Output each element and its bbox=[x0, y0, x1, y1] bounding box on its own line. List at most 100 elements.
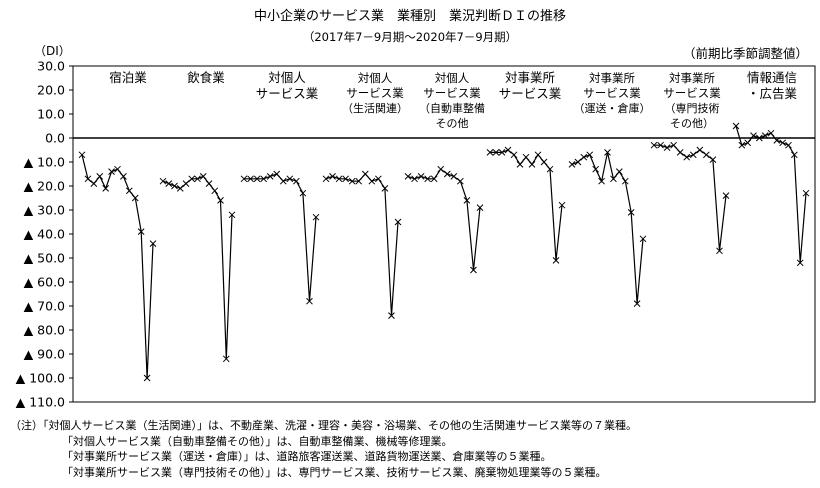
data-point-marker bbox=[703, 151, 710, 159]
series-label: （運送・倉庫） bbox=[574, 101, 651, 115]
data-point-marker bbox=[761, 132, 769, 139]
footnote-line-2: 「対個人サービス業（自動車整備その他）」は、自動車整備業、機械等修理業。 bbox=[62, 434, 453, 448]
footnote-line-1: （注）「対個人サービス業（生活関連）」は、不動産業、洗濯・理容・美容・浴場業、そ… bbox=[10, 418, 637, 434]
data-point-marker bbox=[598, 177, 605, 185]
data-point-marker bbox=[476, 204, 484, 211]
data-point-marker bbox=[125, 187, 133, 195]
data-point-marker bbox=[273, 170, 281, 178]
data-point-marker bbox=[240, 175, 248, 183]
data-point-marker bbox=[375, 175, 382, 183]
series-line bbox=[325, 173, 399, 316]
data-point-marker bbox=[639, 235, 647, 243]
data-point-marker bbox=[552, 257, 560, 264]
y-tick-label: ▲ 10.0 bbox=[24, 155, 65, 170]
data-point-marker bbox=[516, 161, 524, 168]
data-point-marker bbox=[78, 151, 86, 159]
data-point-marker bbox=[279, 177, 287, 185]
data-point-marker bbox=[470, 266, 477, 274]
series-label: サービス業 bbox=[423, 86, 481, 100]
data-point-marker bbox=[437, 165, 445, 173]
data-point-marker bbox=[217, 197, 224, 204]
data-point-marker bbox=[463, 197, 471, 204]
data-point-marker bbox=[546, 165, 554, 173]
data-point-marker bbox=[137, 228, 145, 235]
y-tick-label: 20.0 bbox=[37, 83, 65, 98]
data-point-marker bbox=[368, 177, 376, 185]
data-point-marker bbox=[738, 141, 746, 149]
data-point-marker bbox=[457, 177, 464, 185]
y-tick-label: ▲ 40.0 bbox=[24, 227, 65, 242]
data-point-marker bbox=[176, 185, 184, 192]
y-tick-label: ▲ 100.0 bbox=[16, 371, 65, 386]
seasonal-adjustment-note: （前期比季節調整値） bbox=[682, 46, 808, 61]
footnote-line-4: 「対事業所サービス業（専門技術その他）」は、専門サービス業、技術サービス業、廃棄… bbox=[62, 465, 607, 479]
data-point-marker bbox=[574, 158, 582, 166]
data-point-marker bbox=[732, 122, 740, 130]
data-point-marker bbox=[604, 149, 611, 156]
data-point-marker bbox=[361, 170, 369, 178]
data-point-marker bbox=[171, 182, 178, 190]
data-point-marker bbox=[492, 149, 500, 156]
data-point-marker bbox=[388, 312, 395, 319]
data-point-marker bbox=[143, 374, 151, 382]
data-point-marker bbox=[348, 177, 356, 185]
data-point-marker bbox=[205, 180, 213, 187]
data-point-marker bbox=[580, 153, 588, 161]
data-point-marker bbox=[417, 173, 425, 180]
data-point-marker bbox=[260, 175, 267, 183]
series-label: サービス業 bbox=[663, 86, 721, 100]
data-point-marker bbox=[486, 149, 494, 156]
data-point-marker bbox=[286, 175, 294, 183]
data-point-marker bbox=[335, 175, 343, 183]
series-label: （専門技術 bbox=[665, 102, 720, 115]
data-point-marker bbox=[633, 300, 641, 307]
data-point-marker bbox=[504, 146, 512, 154]
series-line bbox=[407, 168, 481, 271]
data-point-marker bbox=[610, 175, 617, 183]
data-point-marker bbox=[522, 153, 530, 161]
data-point-marker bbox=[299, 189, 307, 197]
data-point-marker bbox=[430, 175, 438, 183]
data-point-marker bbox=[120, 173, 127, 180]
data-point-marker bbox=[312, 213, 320, 221]
data-point-marker bbox=[293, 177, 300, 185]
data-point-marker bbox=[650, 141, 658, 149]
series-label: サービス業 bbox=[346, 86, 404, 100]
series-label: ・広告業 bbox=[747, 86, 798, 101]
y-axis-unit-label: （DI） bbox=[34, 44, 71, 58]
data-point-marker bbox=[114, 165, 121, 173]
data-point-marker bbox=[90, 180, 98, 187]
series-line bbox=[735, 125, 807, 263]
y-tick-label: 10.0 bbox=[37, 107, 65, 122]
footnote-prefix: （注） bbox=[10, 419, 43, 432]
data-point-marker bbox=[773, 137, 781, 144]
data-point-marker bbox=[689, 151, 697, 159]
series-label: サービス業 bbox=[499, 86, 562, 101]
data-point-marker bbox=[663, 144, 671, 151]
data-point-marker bbox=[621, 177, 629, 185]
data-point-marker bbox=[404, 173, 412, 180]
data-point-marker bbox=[785, 141, 792, 149]
data-point-marker bbox=[322, 175, 330, 183]
di-line-chart: 30.0 20.0 10.0 0.0 ▲ 10.0 ▲ 20.0 ▲ 30.0 ▲ 40.0 ▲… bbox=[16, 59, 816, 410]
data-point-marker bbox=[709, 156, 717, 163]
data-point-marker bbox=[510, 151, 518, 159]
series-label: 情報通信 bbox=[747, 70, 797, 85]
data-point-marker bbox=[676, 149, 684, 156]
data-point-marker bbox=[411, 175, 418, 183]
data-point-marker bbox=[194, 175, 201, 183]
y-tick-label: ▲ 110.0 bbox=[16, 395, 65, 410]
data-point-marker bbox=[592, 165, 600, 173]
data-point-marker bbox=[96, 173, 104, 180]
data-point-marker bbox=[779, 139, 787, 147]
data-point-marker bbox=[750, 132, 757, 139]
data-point-marker bbox=[188, 175, 196, 183]
data-point-marker bbox=[790, 151, 798, 159]
y-tick-label: ▲ 70.0 bbox=[24, 299, 65, 314]
footnote-text-1: 「対個人サービス業（生活関連）」は、不動産業、洗濯・理容・美容・浴場業、その他の… bbox=[43, 419, 637, 432]
data-point-marker bbox=[342, 175, 349, 183]
series-line bbox=[162, 175, 233, 359]
data-point-marker bbox=[540, 158, 548, 166]
data-point-marker bbox=[149, 240, 157, 247]
data-point-marker bbox=[182, 180, 190, 187]
